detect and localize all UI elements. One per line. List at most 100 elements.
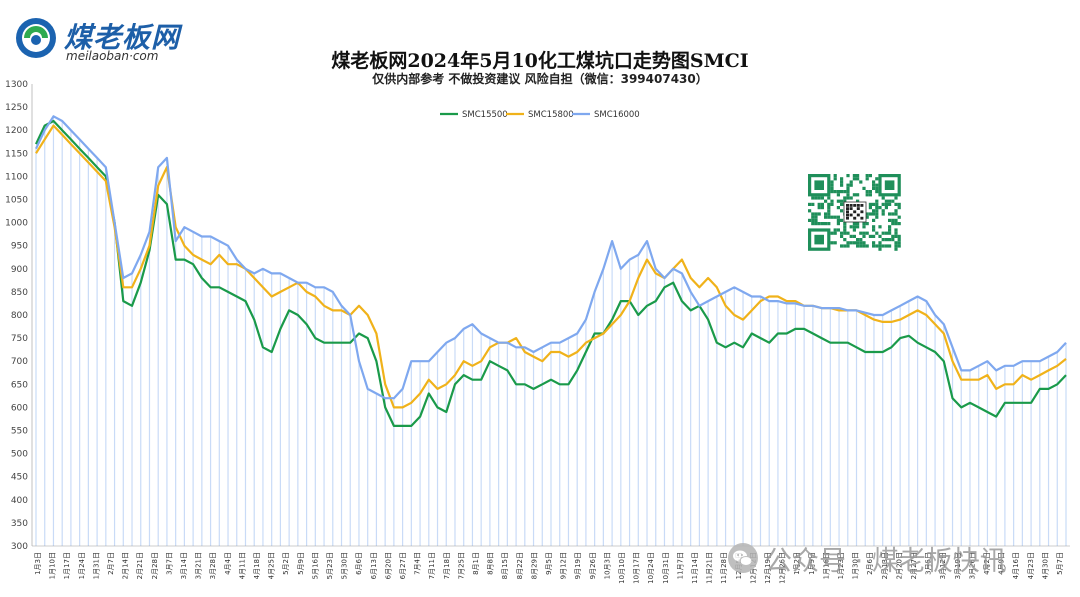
x-tick-label: 8月22日 [516,552,524,579]
y-tick-label: 600 [11,403,28,413]
x-tick-label: 12月26日 [779,552,787,584]
chart-subtitle: 仅供内部参考 不做投资建议 风险自担（微信：399407430） [372,72,708,86]
y-tick-label: 300 [11,542,28,552]
x-tick-label: 4月23日 [1027,552,1035,579]
x-tick-label: 3月5日 [925,552,933,575]
x-tick-label: 2月20日 [895,552,903,579]
y-tick-label: 850 [11,288,28,298]
x-tick-label: 4月9日 [998,552,1006,575]
y-tick-label: 400 [11,496,28,506]
x-tick-label: 8月1日 [472,552,480,575]
x-tick-label: 10月24日 [647,552,655,584]
legend-label: SMC15500 [462,110,508,120]
x-tick-label: 1月30日 [852,552,860,579]
y-tick-label: 1300 [5,80,28,90]
y-tick-label: 350 [11,519,28,529]
y-tick-label: 1150 [5,149,28,159]
x-tick-label: 1月3日 [34,552,42,575]
x-tick-label: 7月18日 [443,552,451,579]
x-tick-label: 4月11日 [238,552,246,579]
x-tick-label: 9月5日 [545,552,553,575]
x-tick-label: 9月26日 [589,552,597,579]
x-tick-label: 6月13日 [370,552,378,579]
x-tick-label: 3月12日 [939,552,947,579]
area-hatching [35,116,1067,546]
x-tick-label: 1月9日 [808,552,816,575]
y-tick-label: 900 [11,265,28,275]
x-tick-label: 1月2日 [793,552,801,575]
x-tick-label: 10月3日 [603,552,611,579]
x-tick-label: 4月16日 [1012,552,1020,579]
x-tick-label: 4月4日 [224,552,232,575]
x-tick-label: 8月8日 [487,552,495,575]
y-tick-label: 650 [11,380,28,390]
logo: 煤老板网 meilaoban·com [14,12,214,64]
x-tick-label: 5月2日 [282,552,290,575]
x-tick-label: 1月31日 [92,552,100,579]
x-tick-label: 8月15日 [501,552,509,579]
x-tick-label: 10月17日 [633,552,641,584]
x-tick-label: 9月12日 [560,552,568,579]
y-tick-label: 1250 [5,103,28,113]
qr-code-icon [806,172,902,252]
y-tick-label: 550 [11,427,28,437]
series-lines [35,115,1067,427]
x-tick-label: 5月16日 [311,552,319,579]
y-tick-label: 500 [11,450,28,460]
y-tick-label: 700 [11,357,28,367]
x-tick-label: 4月25日 [268,552,276,579]
wechat-icon [728,543,758,573]
x-tick-label: 1月10日 [49,552,57,579]
x-tick-label: 11月28日 [720,552,728,584]
x-tick-label: 2月6日 [866,552,874,575]
coal-boss-logo-icon [16,18,56,58]
legend: SMC15500 SMC15800 SMC16000 [440,110,640,120]
x-tick-label: 10月10日 [618,552,626,584]
x-tick-label: 11月21日 [706,552,714,584]
legend-label: SMC16000 [594,110,640,120]
x-tick-label: 12月19日 [764,552,772,584]
watermark: 公众号 · 煤老板快讯 [727,540,1007,577]
legend-label: SMC15800 [528,110,574,120]
x-tick-label: 3月26日 [968,552,976,579]
x-tick-label: 11月7日 [676,552,684,579]
x-tick-label: 7月25日 [457,552,465,579]
x-tick-label: 5月9日 [297,552,305,575]
x-tick-label: 6月27日 [399,552,407,579]
watermark-text: 公众号 · 煤老板快讯 [765,545,1007,577]
series-line-smc15800 [35,124,1067,409]
x-tick-label: 3月14日 [180,552,188,579]
x-tick-label: 2月14日 [122,552,130,579]
x-tick-label: 3月7日 [165,552,173,575]
x-tick-label: 5月30日 [341,552,349,579]
y-tick-label: 1200 [5,126,28,136]
x-tick-label: 2月13日 [881,552,889,579]
y-tick-label: 1100 [5,172,28,182]
x-tick-label: 1月17日 [63,552,71,579]
x-tick-label: 11月14日 [691,552,699,584]
x-tick-label: 1月16日 [822,552,830,579]
x-tick-label: 7月11日 [428,552,436,579]
y-tick-label: 950 [11,242,28,252]
logo-subtext: meilaoban·com [66,49,159,63]
y-tick-label: 450 [11,473,28,483]
series-line-smc16000 [35,115,1067,400]
x-tick-label: 7月4日 [414,552,422,575]
x-tick-label: 5月23日 [326,552,334,579]
logo-text: 煤老板网 [64,21,181,54]
chart-title: 煤老板网2024年5月10化工煤坑口走势图SMCI [331,50,749,72]
y-tick-label: 1050 [5,196,28,206]
x-tick-label: 1月24日 [78,552,86,579]
x-tick-label: 2月7日 [107,552,115,575]
x-tick-label: 2月27日 [910,552,918,579]
y-tick-label: 750 [11,334,28,344]
x-tick-label: 5月7日 [1056,552,1064,575]
x-tick-label: 4月2日 [983,552,991,575]
y-tick-label: 1000 [5,219,28,229]
x-tick-label: 10月31日 [662,552,670,584]
x-tick-label: 8月29日 [530,552,538,579]
y-axis: 300 350 400 450 500 550 600 650 700 750 800 850 900 9… [5,80,33,552]
x-tick-label: 4月18日 [253,552,261,579]
x-tick-label: 9月19日 [574,552,582,579]
